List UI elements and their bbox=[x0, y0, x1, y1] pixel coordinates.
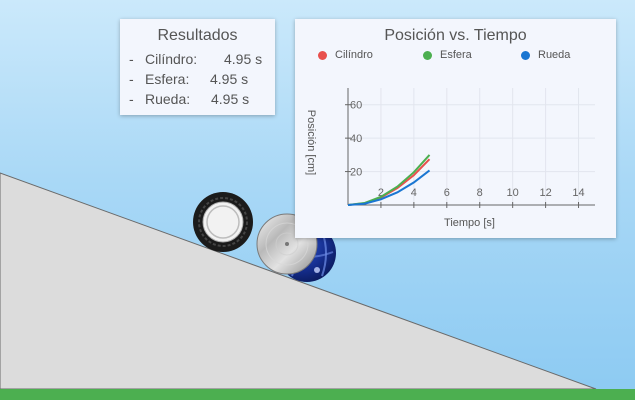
legend-label: Cilíndro bbox=[335, 49, 373, 61]
x-tick-label: 14 bbox=[572, 187, 584, 199]
x-tick-label: 2 bbox=[378, 187, 384, 199]
tire-icon[interactable] bbox=[193, 192, 253, 252]
chart-title: Posición vs. Tiempo bbox=[384, 27, 527, 44]
y-tick-label: 60 bbox=[350, 100, 362, 112]
ground bbox=[0, 389, 635, 400]
result-dash: - bbox=[129, 51, 134, 67]
x-tick-label: 10 bbox=[507, 187, 519, 199]
result-dash: - bbox=[129, 71, 134, 87]
position-time-chart: 2 4 6 8 10 12 14 20 40 60 Tiempo [s] Posición [cm] bbox=[305, 88, 595, 229]
result-name: Rueda: bbox=[145, 91, 191, 107]
legend-label: Esfera bbox=[440, 49, 472, 61]
series-line-rueda bbox=[347, 169, 431, 206]
y-axis-title: Posición [cm] bbox=[305, 110, 317, 175]
x-tick-label: 8 bbox=[477, 187, 483, 199]
legend-dot bbox=[318, 51, 327, 60]
result-value: 4.95 s bbox=[210, 71, 249, 87]
result-value: 4.95 s bbox=[224, 51, 263, 67]
result-value: 4.95 s bbox=[211, 91, 250, 107]
result-dash: - bbox=[129, 91, 134, 107]
y-tick-label: 40 bbox=[350, 133, 362, 145]
results-panel: Resultados - Cilíndro: 4.95 s - Esfera: … bbox=[120, 19, 275, 115]
x-axis-title: Tiempo [s] bbox=[444, 217, 495, 229]
legend-dot bbox=[521, 51, 530, 60]
y-tick-label: 20 bbox=[350, 167, 362, 179]
x-tick-label: 6 bbox=[444, 187, 450, 199]
result-name: Cilíndro: bbox=[145, 51, 198, 67]
legend-label: Rueda bbox=[538, 49, 571, 61]
x-tick-label: 4 bbox=[411, 187, 417, 199]
legend-dot bbox=[423, 51, 432, 60]
results-title: Resultados bbox=[157, 27, 238, 44]
x-tick-label: 12 bbox=[539, 187, 551, 199]
result-name: Esfera: bbox=[145, 71, 190, 87]
chart-panel: 2 4 6 8 10 12 14 20 40 60 Tiempo [s] Posición [cm] … bbox=[295, 19, 616, 238]
